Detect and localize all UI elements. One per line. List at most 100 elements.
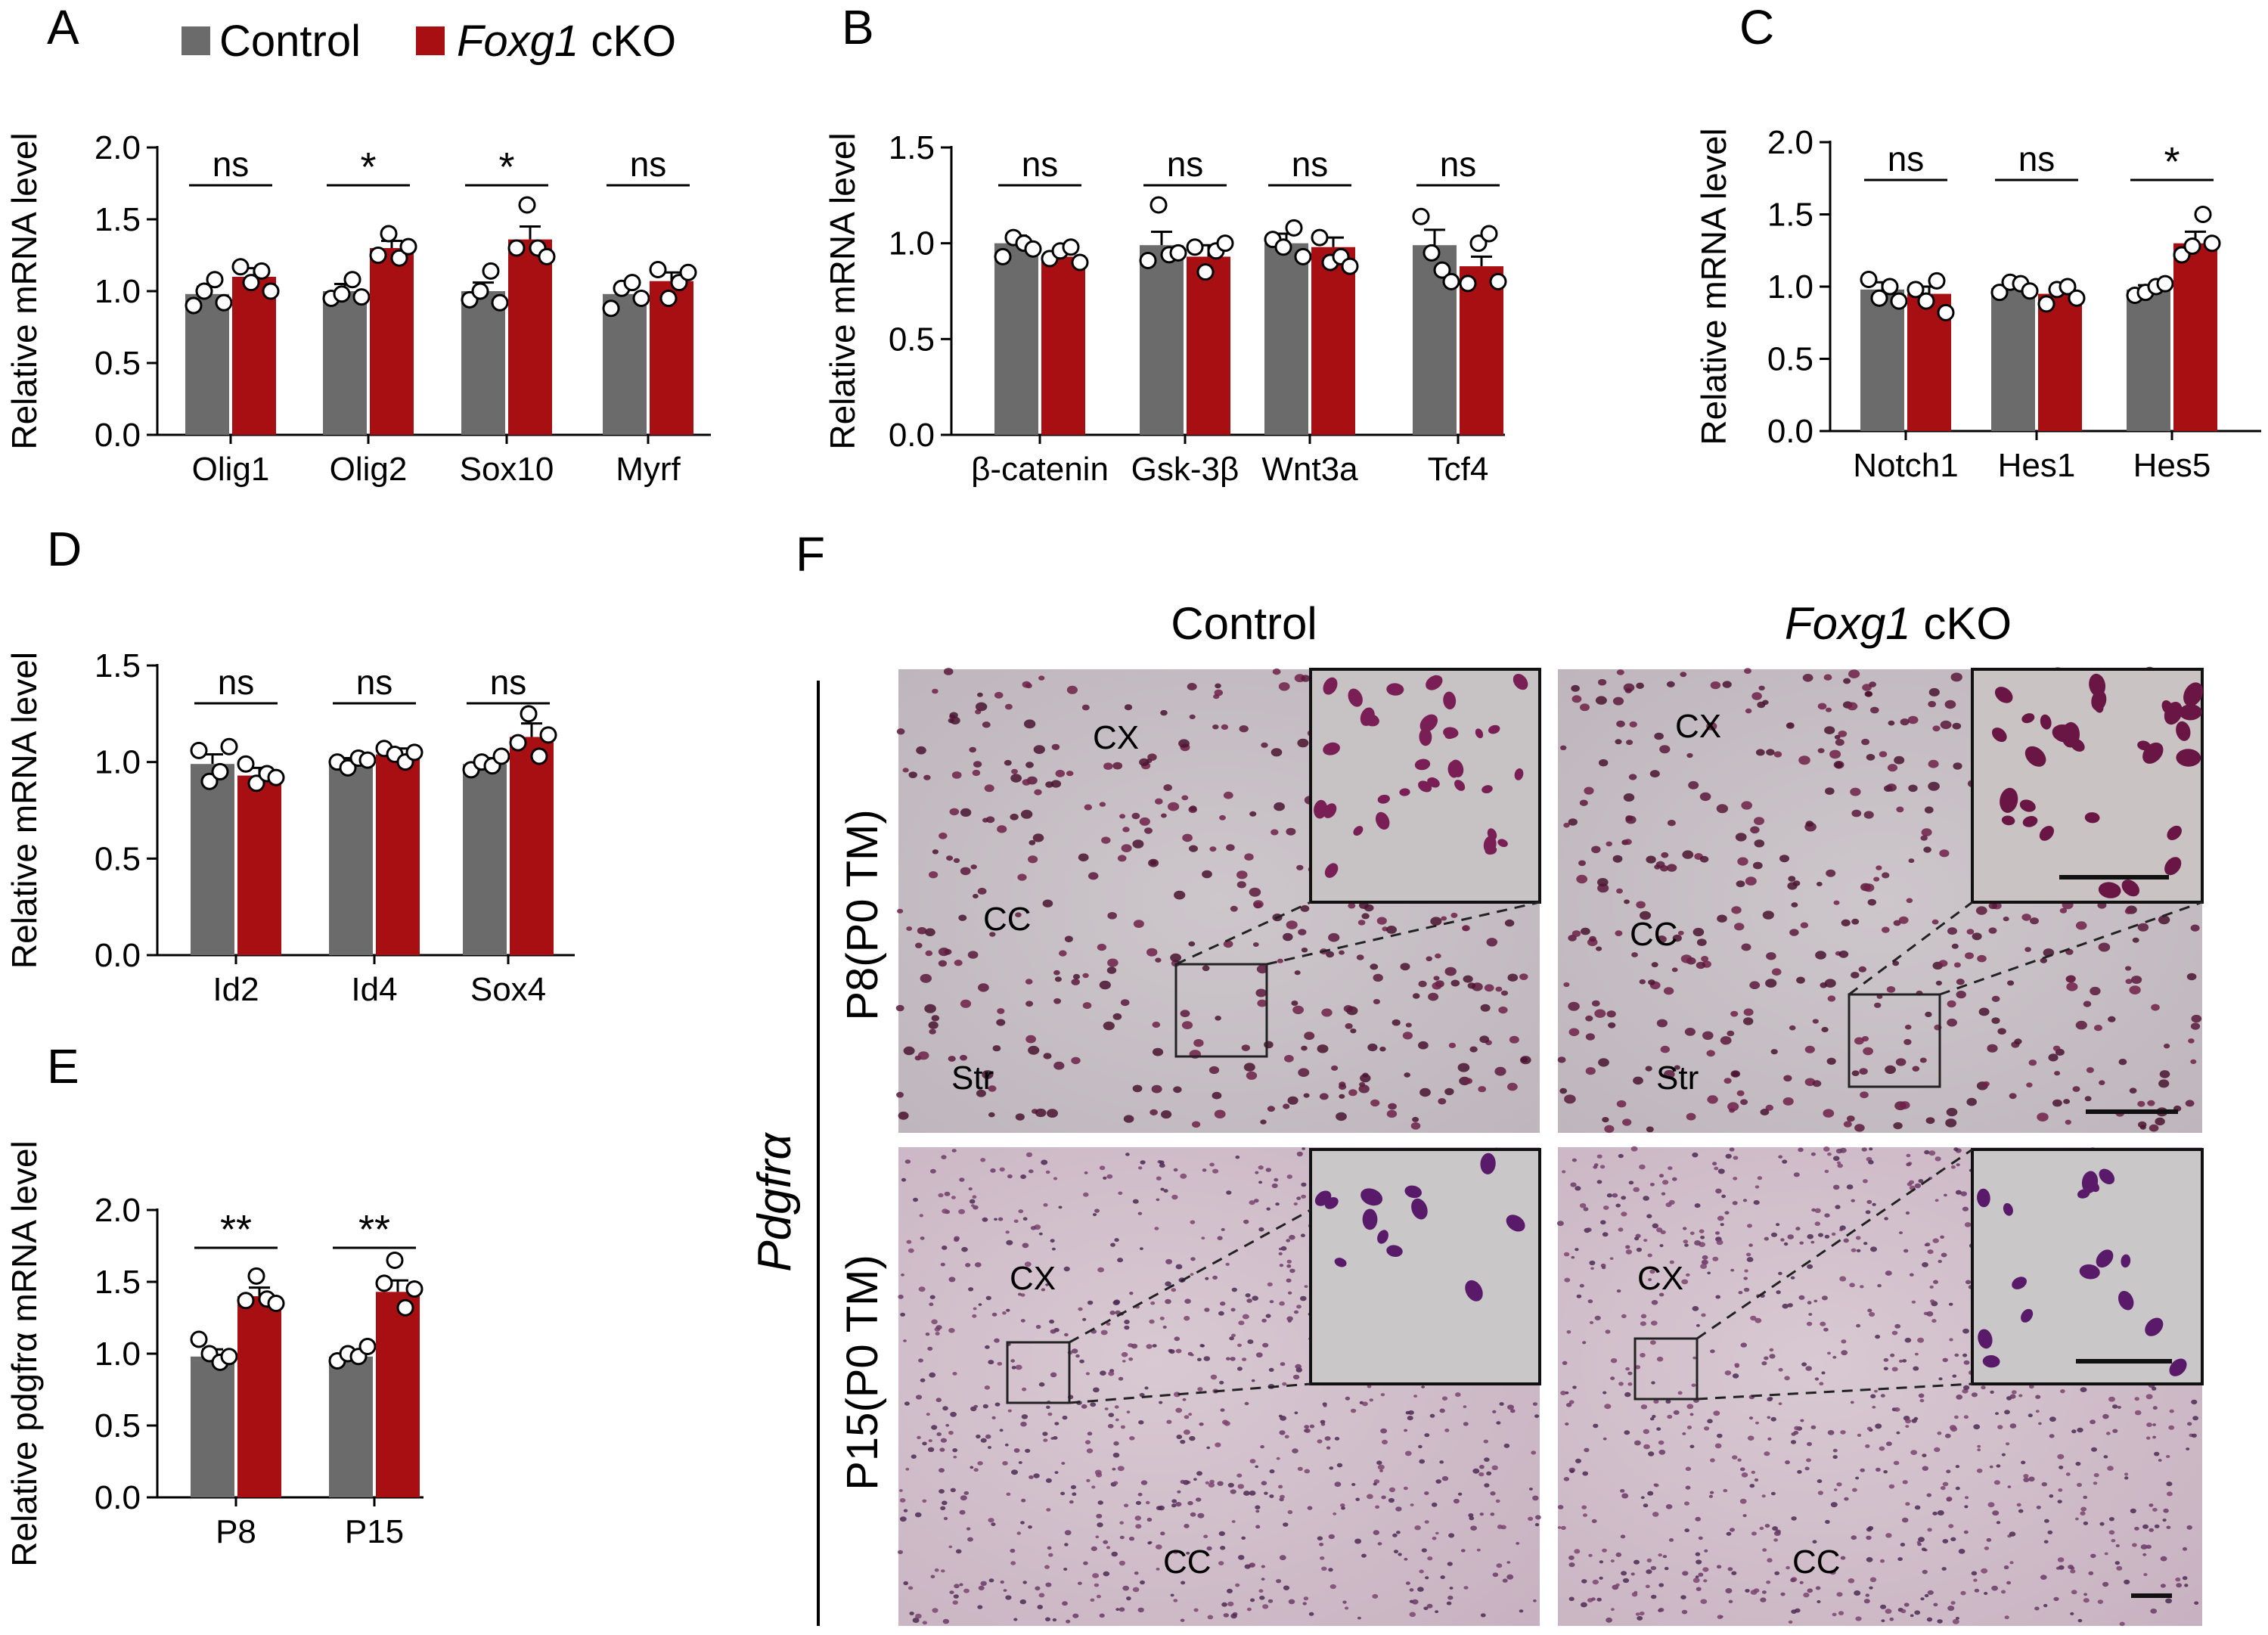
y-tick-label: 1.0: [889, 225, 935, 262]
stained-cell: [1779, 855, 1789, 863]
stained-cell: [1963, 1385, 1970, 1391]
stained-cell: [1804, 1045, 1815, 1053]
stained-cell: [1400, 963, 1410, 971]
stained-cell: [1441, 1475, 1449, 1481]
stained-cell: [1745, 876, 1757, 886]
stained-cell: [1308, 1612, 1314, 1616]
stained-cell: [1876, 865, 1882, 870]
stained-cell: [1062, 1415, 1068, 1420]
stained-cell: [1196, 1497, 1202, 1502]
stained-cell: [922, 1441, 927, 1446]
stained-cell: [1521, 1056, 1528, 1063]
stained-cell: [1140, 1580, 1145, 1585]
stained-cell: [1947, 1606, 1955, 1612]
stained-cell: [1502, 1578, 1508, 1583]
inset-cell: [2079, 1264, 2100, 1280]
stained-cell: [989, 932, 996, 937]
stained-cell: [2192, 1416, 2199, 1421]
stained-cell: [1751, 1470, 1755, 1474]
stained-cell: [1804, 1466, 1810, 1471]
stained-cell: [1268, 1367, 1274, 1372]
stained-cell: [1045, 1617, 1050, 1621]
stained-cell: [2007, 980, 2015, 986]
inset-cell: [2098, 882, 2121, 898]
stained-cell: [1289, 1268, 1295, 1274]
stained-cell: [1827, 1153, 1832, 1156]
stained-cell: [1647, 1491, 1654, 1496]
stained-cell: [2068, 1565, 2074, 1569]
data-point: [1341, 257, 1359, 275]
stained-cell: [1701, 1313, 1706, 1317]
stained-cell: [2176, 1583, 2183, 1588]
stained-cell: [1054, 1422, 1060, 1426]
inset-cell: [1481, 785, 1493, 794]
stained-cell: [1596, 1597, 1602, 1602]
data-point: [231, 258, 250, 276]
stained-cell: [2083, 1001, 2092, 1007]
zoom-line: [1696, 1382, 1973, 1401]
stained-cell: [1869, 1577, 1877, 1583]
inset-cell: [2077, 1189, 2090, 1199]
stained-cell: [1097, 1522, 1103, 1528]
data-point: [1423, 244, 1441, 262]
stained-cell: [1119, 1521, 1124, 1525]
data-point: [267, 768, 285, 786]
stained-cell: [2124, 1476, 2129, 1480]
stained-cell: [1942, 1539, 1949, 1543]
stained-cell: [1156, 1544, 1162, 1550]
stained-cell: [1934, 1199, 1939, 1202]
stained-cell: [917, 1051, 929, 1060]
stained-cell: [906, 1239, 912, 1244]
stained-cell: [2023, 1477, 2030, 1482]
stained-cell: [1770, 1232, 1778, 1237]
stained-cell: [1160, 1531, 1165, 1536]
stained-cell: [1906, 1162, 1911, 1167]
stained-cell: [2026, 1082, 2033, 1087]
stained-cell: [1090, 1402, 1097, 1407]
stained-cell: [1375, 1505, 1380, 1509]
stained-cell: [1729, 1108, 1736, 1113]
stained-cell: [2067, 975, 2076, 982]
stained-cell: [1113, 1441, 1119, 1446]
stained-cell: [2107, 1466, 2114, 1471]
stained-cell: [1212, 1168, 1219, 1174]
stained-cell: [1267, 1599, 1274, 1603]
stained-cell: [1562, 1360, 1568, 1365]
stained-cell: [1932, 1238, 1939, 1243]
data-point: [471, 282, 489, 300]
stained-cell: [1695, 1516, 1701, 1522]
stained-cell: [1132, 1199, 1139, 1204]
data-point: [220, 1348, 238, 1366]
stained-cell: [1817, 1479, 1823, 1484]
stained-cell: [1291, 1001, 1298, 1006]
stained-cell: [982, 721, 991, 728]
bar-cko: [650, 281, 693, 435]
stained-cell: [1875, 1423, 1882, 1429]
stained-cell: [1947, 1018, 1958, 1027]
stained-cell: [1480, 1004, 1491, 1012]
stained-cell: [1178, 739, 1190, 748]
stained-cell: [1124, 1320, 1130, 1324]
stained-cell: [2043, 1540, 2049, 1543]
stained-cell: [2125, 966, 2132, 971]
significance-label: ns: [1888, 139, 1925, 178]
inset-cell: [2179, 704, 2202, 721]
y-tick-label: 1.5: [95, 201, 141, 238]
stained-cell: [1855, 1236, 1861, 1240]
stained-cell: [1832, 1184, 1840, 1190]
stained-cell: [2028, 1413, 2033, 1418]
stained-cell: [1785, 1460, 1790, 1465]
stained-cell: [2124, 1579, 2130, 1585]
data-point: [1285, 219, 1303, 237]
stained-cell: [1898, 916, 1909, 924]
stained-cell: [2093, 1472, 2099, 1478]
data-point: [539, 726, 557, 744]
stained-cell: [1122, 1360, 1126, 1363]
stained-cell: [1700, 1264, 1708, 1269]
stained-cell: [898, 1550, 903, 1555]
stained-cell: [896, 728, 905, 735]
stained-cell: [2043, 1604, 2048, 1608]
stained-cell: [1700, 1599, 1708, 1604]
stained-cell: [925, 950, 933, 957]
stained-cell: [2077, 1482, 2082, 1488]
